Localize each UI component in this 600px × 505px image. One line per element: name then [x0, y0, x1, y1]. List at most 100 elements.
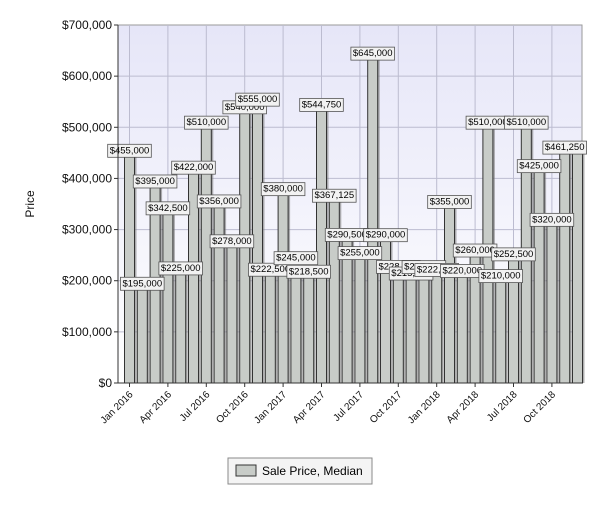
data-label-text: $252,500	[494, 249, 534, 260]
bar	[572, 146, 583, 384]
data-label-text: $425,000	[519, 161, 559, 172]
y-tick-label: $500,000	[62, 120, 112, 134]
x-tick-label: Oct 2017	[368, 389, 405, 426]
data-label-box	[171, 160, 216, 175]
data-label-text: $380,000	[263, 184, 303, 195]
data-label-box	[504, 115, 549, 130]
x-tick-label: Jan 2018	[406, 389, 443, 426]
data-label-box	[478, 269, 523, 284]
x-tick-label: Jan 2017	[252, 389, 289, 426]
data-label-text: $510,000	[186, 117, 226, 128]
data-label-box	[491, 247, 536, 262]
data-label-box	[350, 46, 395, 61]
data-label: $342,500	[145, 201, 191, 216]
bar	[303, 270, 315, 384]
bar	[277, 188, 289, 384]
data-label-box	[286, 264, 331, 279]
data-label-box	[312, 188, 357, 203]
bar	[533, 165, 545, 384]
data-label-box	[158, 261, 203, 276]
data-label: $195,000	[120, 276, 165, 291]
data-label: $290,000	[363, 228, 408, 243]
data-label: $225,000	[158, 261, 203, 276]
data-label: $510,000	[465, 115, 511, 130]
y-axis-label: Price	[23, 190, 37, 218]
bar	[175, 267, 187, 384]
y-tick-label: $100,000	[62, 325, 112, 339]
x-tick-label: Apr 2018	[445, 389, 482, 426]
data-label: $220,000	[440, 264, 485, 278]
data-label-box	[516, 159, 562, 174]
data-label: $355,000	[427, 195, 472, 209]
data-label-text: $422,000	[174, 162, 214, 173]
data-label: $455,000	[107, 143, 152, 158]
data-label: $461,250	[542, 140, 587, 155]
data-label: $367,125	[312, 188, 357, 203]
bar	[456, 269, 468, 384]
legend-swatch	[235, 464, 257, 477]
data-label-text: $222,000	[417, 264, 457, 275]
data-label-box	[529, 212, 575, 227]
data-label-text: $367,125	[314, 190, 354, 201]
data-label-text: $218,500	[289, 266, 329, 277]
data-label: $395,000	[132, 174, 178, 189]
data-label: $245,000	[273, 251, 319, 266]
bar	[431, 268, 443, 384]
bar	[546, 218, 558, 384]
data-label-box	[196, 194, 242, 209]
x-tick-label: Apr 2017	[291, 389, 328, 426]
data-label: $356,000	[196, 194, 242, 209]
x-tick-label: Jul 2016	[178, 389, 213, 424]
data-label-text: $320,000	[532, 214, 572, 225]
data-label-text: $278,000	[212, 236, 252, 247]
y-tick-label: $300,000	[62, 223, 112, 237]
data-label-box	[427, 195, 472, 209]
data-label-box	[132, 174, 178, 189]
data-label-box	[260, 182, 306, 197]
data-label: $252,500	[491, 247, 536, 262]
y-tick-label: $0	[99, 376, 113, 390]
bar	[392, 265, 404, 384]
data-label-text: $356,000	[199, 196, 239, 207]
legend-entry-sale-price-median: Sale Price, Median	[262, 464, 363, 478]
data-label-box	[235, 92, 280, 107]
data-label-box	[299, 97, 344, 112]
data-label: $210,000	[478, 269, 523, 284]
data-label-text: $510,000	[468, 117, 508, 128]
y-tick-label: $700,000	[62, 18, 112, 32]
data-label-box	[273, 251, 319, 266]
data-label: $380,000	[260, 182, 306, 197]
data-label-text: $225,000	[161, 263, 201, 274]
data-label-text: $540,000	[225, 102, 265, 113]
data-label-text: $210,000	[481, 271, 521, 282]
data-label: $555,000	[235, 92, 280, 107]
data-label-box	[209, 234, 255, 249]
data-label-text: $455,000	[110, 145, 150, 156]
data-label-text: $461,250	[545, 142, 585, 153]
bar	[226, 240, 238, 384]
data-label-box	[120, 276, 165, 291]
data-label: $218,500	[286, 264, 331, 279]
bar	[495, 275, 507, 384]
data-label-text: $290,500	[327, 229, 367, 240]
data-label: $320,000	[529, 212, 575, 227]
data-label-box	[363, 228, 408, 243]
data-label-text: $260,000	[455, 245, 495, 256]
data-label-box	[337, 246, 383, 260]
data-label-text: $555,000	[238, 94, 278, 105]
bar	[213, 200, 225, 384]
data-label-text: $544,750	[302, 99, 342, 110]
bar	[444, 200, 455, 384]
data-label-text: $290,000	[366, 230, 406, 241]
x-tick-label: Oct 2016	[214, 389, 251, 426]
data-label: $255,000	[337, 246, 383, 260]
data-label-text: $220,000	[442, 265, 482, 276]
data-label: $260,000	[452, 243, 498, 258]
y-tick-label: $200,000	[62, 274, 112, 288]
data-label-text: $510,000	[506, 117, 546, 128]
bar	[354, 252, 366, 384]
data-label: $510,000	[504, 115, 549, 130]
data-label-text: $222,500	[250, 264, 290, 275]
